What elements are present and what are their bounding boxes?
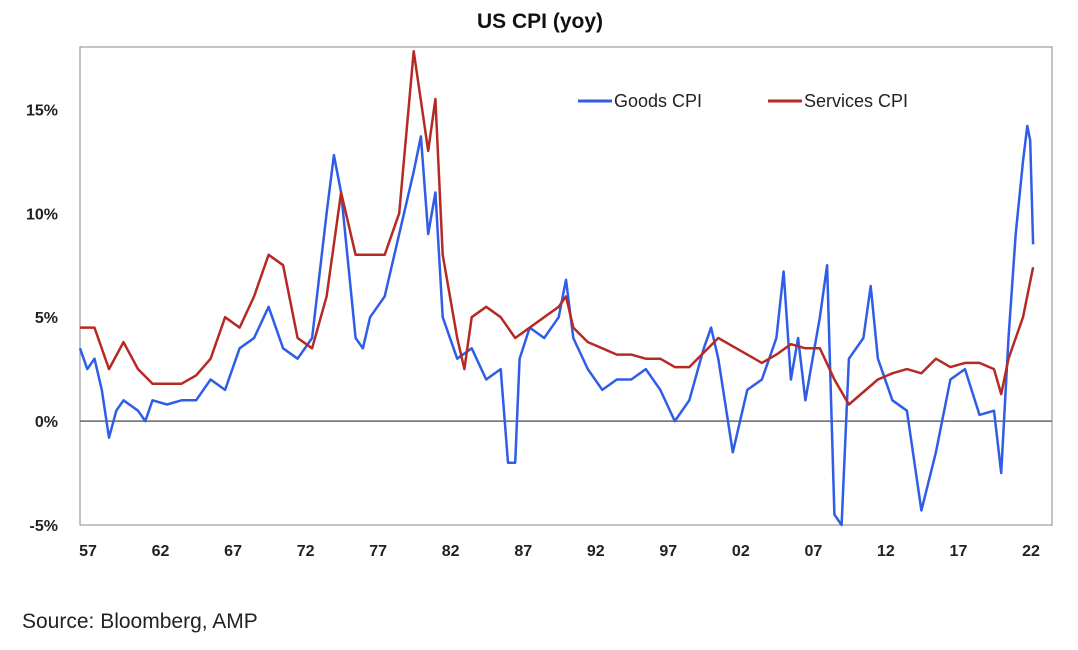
y-tick-label: -5% xyxy=(30,518,58,535)
chart-title: US CPI (yoy) xyxy=(477,10,603,33)
x-tick-label: 12 xyxy=(877,543,895,560)
x-tick-label: 17 xyxy=(950,543,968,560)
legend-label: Services CPI xyxy=(804,91,908,111)
y-tick-label: 15% xyxy=(26,102,58,119)
plot-area xyxy=(79,46,1053,526)
x-tick-label: 92 xyxy=(587,543,605,560)
x-tick-label: 62 xyxy=(152,543,170,560)
x-tick-label: 07 xyxy=(804,543,822,560)
x-tick-label: 82 xyxy=(442,543,460,560)
source-note: Source: Bloomberg, AMP xyxy=(22,610,258,633)
series-line-goods-cpi xyxy=(78,124,1035,527)
legend-label: Goods CPI xyxy=(614,91,702,111)
x-tick-label: 72 xyxy=(297,543,315,560)
y-tick-label: 10% xyxy=(26,206,58,223)
x-tick-label: 77 xyxy=(369,543,387,560)
x-tick-label: 22 xyxy=(1022,543,1040,560)
y-tick-label: 0% xyxy=(35,414,58,431)
x-tick-label: 02 xyxy=(732,543,750,560)
y-tick-label: 5% xyxy=(35,310,58,327)
series-line-services-cpi xyxy=(80,49,1035,406)
x-tick-label: 97 xyxy=(659,543,677,560)
x-tick-label: 87 xyxy=(514,543,532,560)
x-tick-label: 67 xyxy=(224,543,242,560)
x-tick-label: 57 xyxy=(79,543,97,560)
